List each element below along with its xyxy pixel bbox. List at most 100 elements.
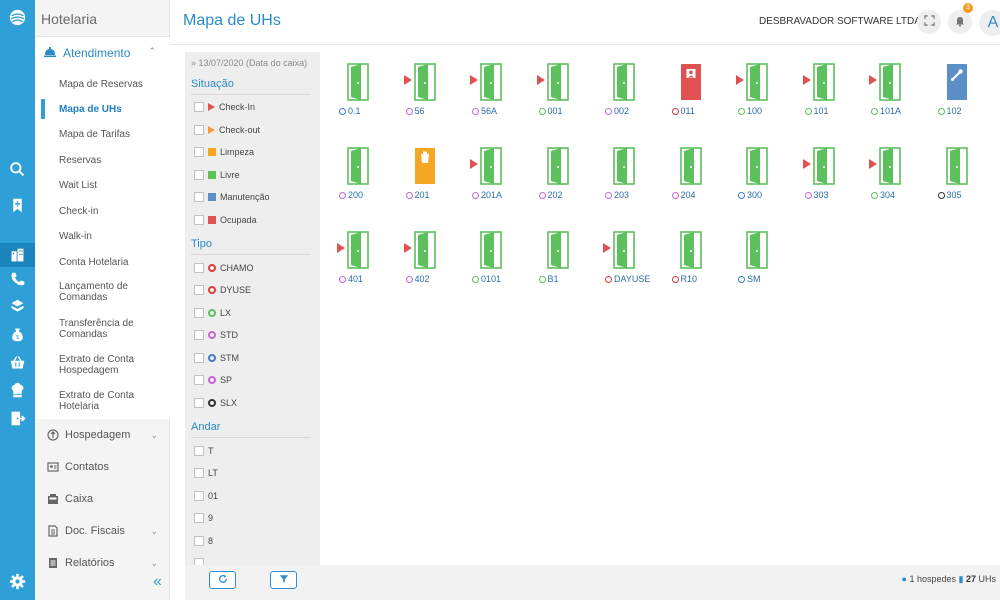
room-tile[interactable]: 101	[800, 63, 844, 123]
checkbox[interactable]	[194, 215, 204, 225]
room-tile[interactable]: 56	[401, 63, 445, 123]
filter-option-ocupada[interactable]: Ocupada	[194, 213, 257, 227]
filter-option-andar-8[interactable]: 8	[194, 534, 213, 548]
room-tile[interactable]: R10	[667, 231, 711, 291]
checkbox[interactable]	[194, 375, 204, 385]
room-tile[interactable]: 101A	[866, 63, 910, 123]
room-tile[interactable]: 203	[600, 147, 644, 207]
filter-option-limpeza[interactable]: Limpeza	[194, 145, 254, 159]
room-tile[interactable]: B1	[534, 231, 578, 291]
checkbox[interactable]	[194, 353, 204, 363]
nav-item-walk-in[interactable]: Walk-in	[59, 231, 92, 242]
notifications-button[interactable]	[948, 10, 972, 34]
checkbox[interactable]	[194, 102, 204, 112]
room-tile[interactable]: 300	[733, 147, 777, 207]
checkbox[interactable]	[194, 263, 204, 273]
filter-option-andar-01[interactable]: 01	[194, 489, 218, 503]
nav-item-mapa-de-tarifas[interactable]: Mapa de Tarifas	[59, 129, 130, 140]
nav-item-extrato-conta-hospedagem[interactable]: Extrato de Conta Hospedagem	[59, 354, 135, 376]
filter-option-manutencao[interactable]: Manutenção	[194, 190, 270, 204]
room-tile[interactable]: 204	[667, 147, 711, 207]
checkbox[interactable]	[194, 398, 204, 408]
room-tile[interactable]: 303	[800, 147, 844, 207]
globe-logo-icon[interactable]	[9, 9, 26, 26]
room-tile[interactable]: 401	[334, 231, 378, 291]
room-tile[interactable]: 011	[667, 63, 711, 123]
room-tile[interactable]: 002	[600, 63, 644, 123]
nav-item-lancamento-de-comandas[interactable]: Lançamento de Comandas	[59, 281, 128, 303]
nav-item-check-in[interactable]: Check-in	[59, 206, 99, 217]
room-tile[interactable]: 0.1	[334, 63, 378, 123]
door-exit-icon[interactable]	[9, 410, 26, 427]
room-tile[interactable]: 102	[933, 63, 977, 123]
nav-group-caixa[interactable]: Caixa	[35, 485, 170, 515]
nav-item-transferencia-de-comandas[interactable]: Transferência de Comandas	[59, 318, 134, 340]
checkbox[interactable]	[194, 330, 204, 340]
room-tile[interactable]: 0101	[467, 231, 511, 291]
nav-item-mapa-de-uhs[interactable]: Mapa de UHs	[35, 99, 170, 119]
bookmark-add-icon[interactable]	[9, 197, 26, 214]
checkbox[interactable]	[194, 285, 204, 295]
shopping-basket-icon[interactable]	[9, 354, 26, 371]
filter-option-andar-lt[interactable]: LT	[194, 466, 218, 480]
filter-option-lx[interactable]: LX	[194, 306, 231, 320]
filter-option-check-in[interactable]: Check-In	[194, 100, 255, 114]
hotel-building-icon[interactable]	[0, 243, 35, 267]
checkbox[interactable]	[194, 536, 204, 546]
room-tile[interactable]: 56A	[467, 63, 511, 123]
nav-group-contatos[interactable]: Contatos	[35, 453, 170, 483]
nav-section-header[interactable]: Atendimento ⌃	[35, 37, 170, 67]
nav-item-conta-hotelaria[interactable]: Conta Hotelaria	[59, 257, 129, 268]
checkbox[interactable]	[194, 468, 204, 478]
room-tile[interactable]: 201	[401, 147, 445, 207]
filter-button[interactable]	[270, 571, 297, 589]
room-tile[interactable]: 100	[733, 63, 777, 123]
room-tile[interactable]: 201A	[467, 147, 511, 207]
chef-hat-icon[interactable]	[9, 382, 26, 399]
filter-option-andar-partial[interactable]	[194, 556, 208, 565]
room-tile[interactable]: 305	[933, 147, 977, 207]
nav-group-hospedagem[interactable]: Hospedagem ⌄	[35, 421, 170, 451]
filter-option-check-out[interactable]: Check-out	[194, 123, 260, 137]
filter-option-chamo[interactable]: CHAMO	[194, 261, 254, 275]
checkbox[interactable]	[194, 308, 204, 318]
phone-icon[interactable]	[9, 271, 26, 288]
nav-group-relatorios[interactable]: Relatórios ⌄	[35, 549, 170, 579]
nav-item-mapa-de-reservas[interactable]: Mapa de Reservas	[59, 79, 143, 90]
nav-item-reservas[interactable]: Reservas	[59, 155, 102, 166]
nav-item-wait-list[interactable]: Wait List	[59, 180, 97, 191]
fullscreen-button[interactable]	[917, 10, 941, 34]
room-tile[interactable]: 001	[534, 63, 578, 123]
room-tile[interactable]: DAYUSE	[600, 231, 650, 291]
search-icon[interactable]	[9, 161, 26, 178]
room-tile[interactable]: 200	[334, 147, 378, 207]
checkbox[interactable]	[194, 491, 204, 501]
room-tile[interactable]: 402	[401, 231, 445, 291]
filter-option-std[interactable]: STD	[194, 328, 238, 342]
filter-option-slx[interactable]: SLX	[194, 396, 237, 410]
room-tile[interactable]: SM	[733, 231, 777, 291]
filter-option-andar-9[interactable]: 9	[194, 511, 213, 525]
room-tile[interactable]: 202	[534, 147, 578, 207]
filter-option-stm[interactable]: STM	[194, 351, 239, 365]
filter-option-dyuse[interactable]: DYUSE	[194, 283, 251, 297]
tray-icon[interactable]	[9, 298, 26, 315]
filter-option-andar-t[interactable]: T	[194, 444, 214, 458]
checkbox[interactable]	[194, 513, 204, 523]
filter-option-sp[interactable]: SP	[194, 373, 232, 387]
user-avatar[interactable]: A	[979, 10, 1000, 36]
checkbox[interactable]	[194, 192, 204, 202]
nav-item-extrato-conta-hotelaria[interactable]: Extrato de Conta Hotelaria	[59, 390, 135, 412]
company-selector[interactable]: DESBRAVADOR SOFTWARE LTDA▼	[759, 16, 932, 27]
filter-option-livre[interactable]: Livre	[194, 168, 240, 182]
refresh-button[interactable]	[209, 571, 236, 589]
checkbox[interactable]	[194, 125, 204, 135]
checkbox[interactable]	[194, 558, 204, 565]
cashier-date[interactable]: » 13/07/2020 (Data do caixa)	[191, 58, 308, 68]
room-tile[interactable]: 304	[866, 147, 910, 207]
checkbox[interactable]	[194, 147, 204, 157]
settings-gear-icon[interactable]	[9, 573, 26, 590]
checkbox[interactable]	[194, 170, 204, 180]
checkbox[interactable]	[194, 446, 204, 456]
collapse-nav-icon[interactable]: «	[153, 573, 162, 590]
